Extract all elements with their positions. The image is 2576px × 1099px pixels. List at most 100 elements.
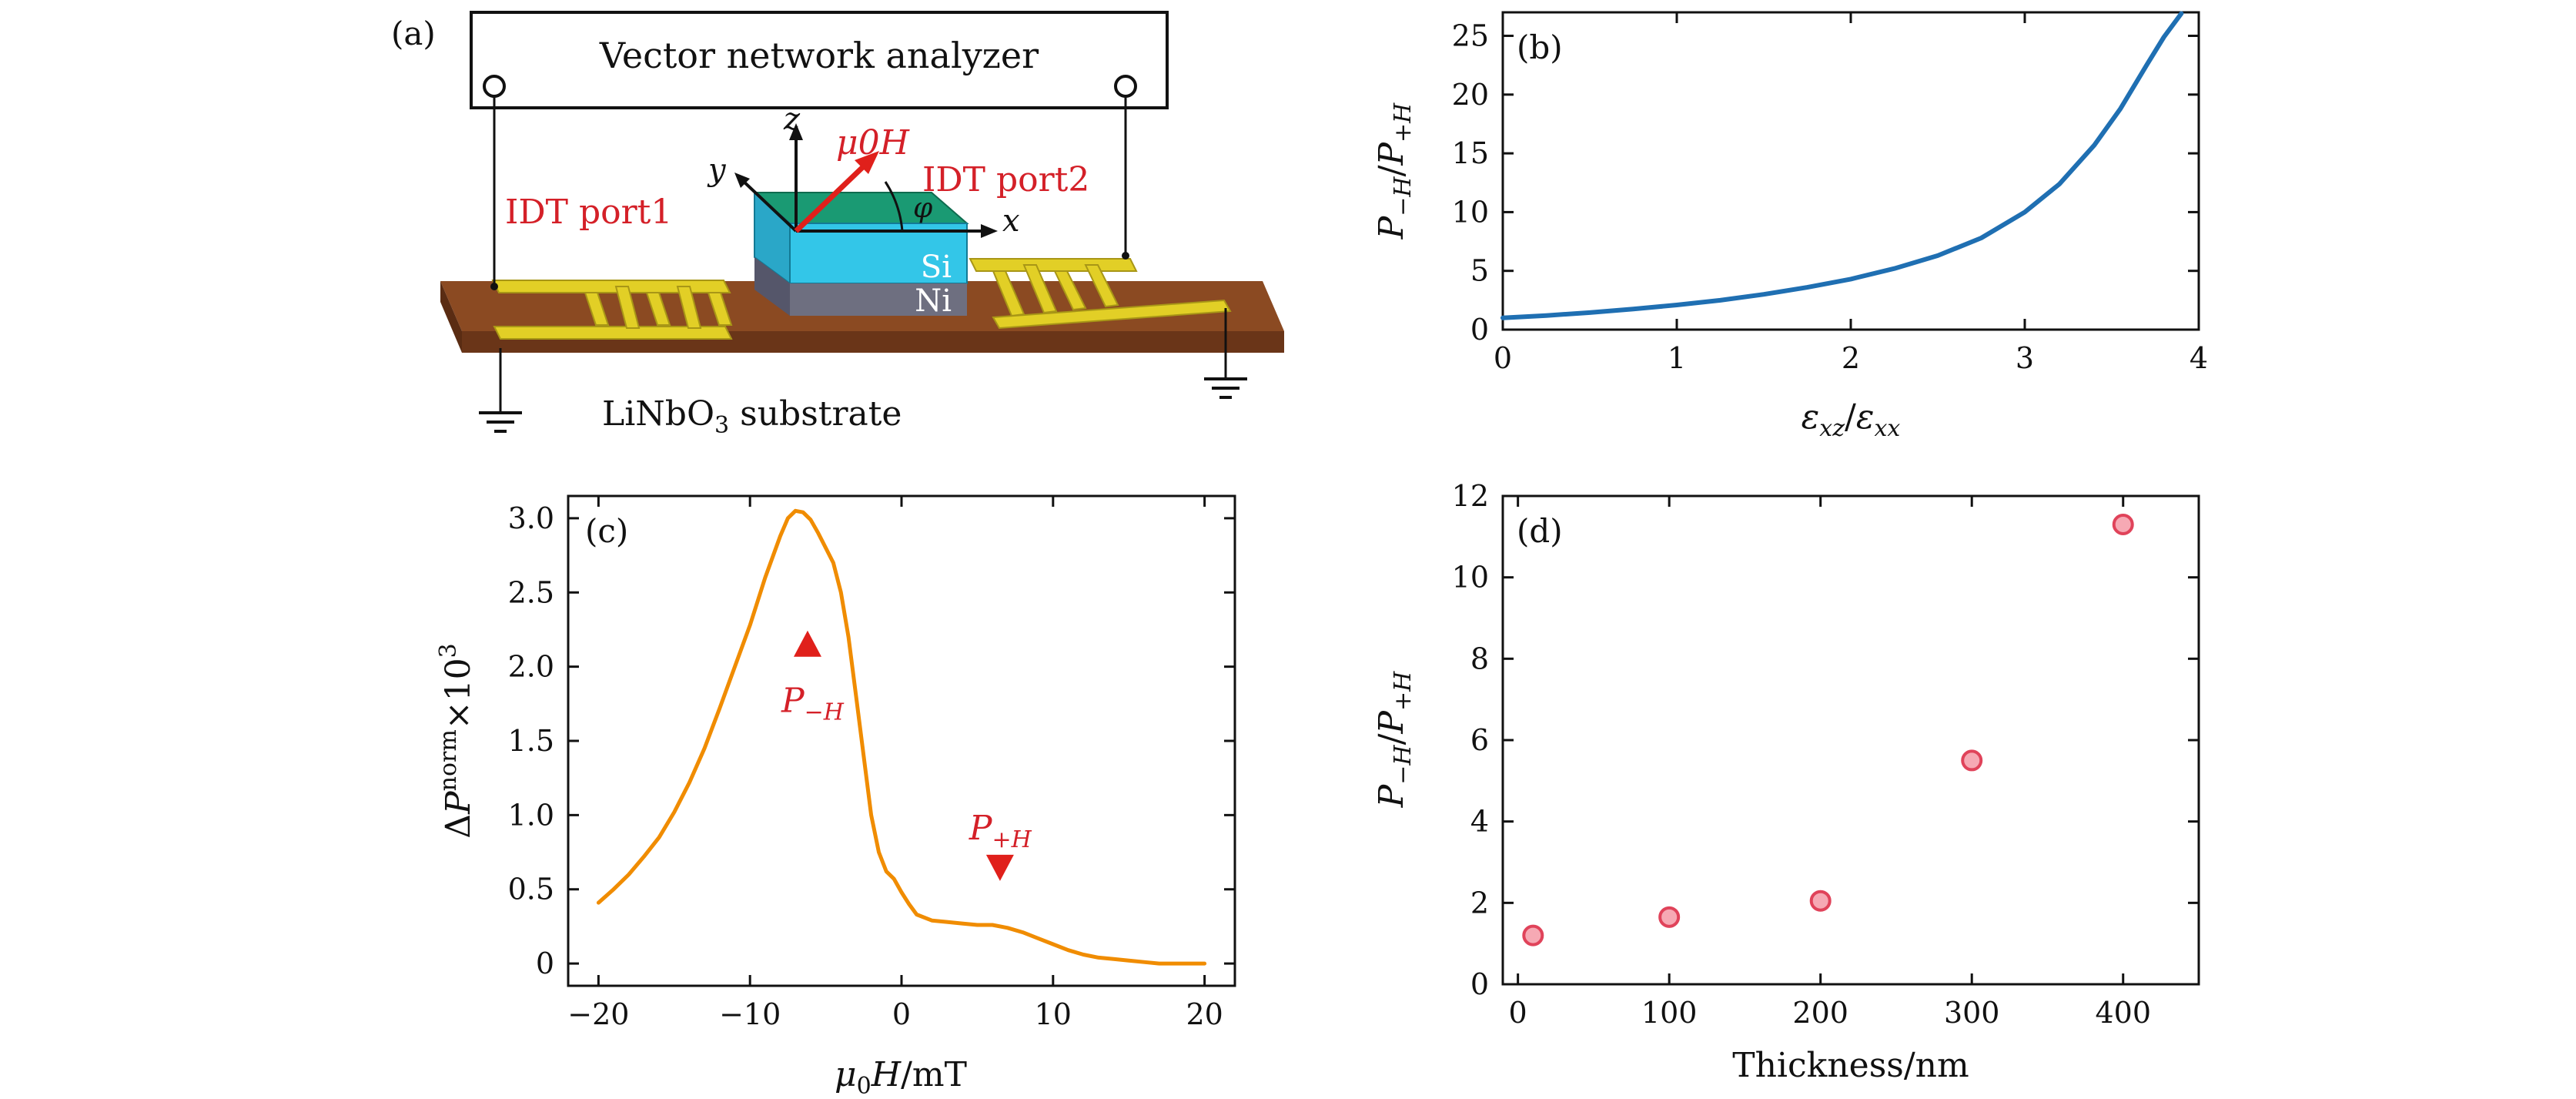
ground-right-icon	[1204, 377, 1247, 399]
panel-d-frame	[1501, 494, 2200, 986]
y-tick-label: 6	[1470, 723, 1489, 757]
panel-c-series-line	[596, 508, 1207, 966]
y-tick-label: 2.0	[508, 650, 554, 684]
panel-b-ticks: 0 1 2 3 4 0 5 10 15 20 25	[1452, 12, 2208, 375]
panel-a-label: (a)	[391, 15, 436, 52]
y-tick-label: 0.5	[508, 873, 554, 906]
wiring	[493, 96, 1227, 413]
z-arrowhead-icon	[789, 123, 803, 140]
y-tick-label: 1.0	[508, 798, 554, 832]
panel-b-ylabel-sub1: −H	[1390, 176, 1417, 216]
y-arrowhead-icon	[734, 173, 750, 188]
panel-b-xlabel-eps: ε	[1856, 397, 1875, 437]
panel-d-xlabel: Thickness/nm	[1732, 1046, 1969, 1085]
axis-y-label: y	[707, 152, 727, 188]
ni-label: Ni	[915, 283, 952, 319]
y-tick-label: 25	[1452, 19, 1489, 53]
si-label: Si	[921, 250, 952, 285]
panel-b-ylabel-p: P	[1372, 142, 1411, 166]
x-tick-label: −10	[719, 997, 781, 1031]
y-tick-label: 0	[536, 947, 554, 980]
field-arrow	[794, 159, 871, 233]
substrate-word: substrate	[729, 394, 902, 434]
scatter-point	[1522, 924, 1544, 947]
port2-label: IDT port2	[922, 160, 1089, 199]
panel-c-xlabel-unit: /mT	[901, 1055, 967, 1094]
y-tick-label: 5	[1470, 254, 1489, 288]
substrate-subscript: 3	[714, 412, 729, 439]
y-tick-label: 3.0	[508, 501, 554, 535]
port1-label: IDT port1	[505, 193, 672, 232]
panel-b-ylabel-slash: /	[1372, 165, 1411, 176]
axis-z-label: z	[783, 102, 801, 137]
analyzer-label: Vector network analyzer	[599, 35, 1039, 76]
annotation-sub: −H	[805, 699, 845, 726]
panel-d-ylabel-sub1: −H	[1390, 745, 1417, 785]
scatter-point	[1961, 749, 1983, 772]
ground-left-icon	[479, 411, 522, 433]
y-tick-label: 0	[1470, 967, 1489, 1001]
down-triangle-marker-icon	[985, 854, 1014, 881]
x-tick-label: 300	[1944, 996, 2000, 1030]
y-tick-label: 4	[1470, 805, 1489, 839]
port2-junction	[1122, 252, 1129, 260]
port1-connector-icon	[483, 75, 506, 98]
panel-c-ylabel-times: ×10	[439, 658, 478, 729]
y-tick-label: 1.5	[508, 724, 554, 758]
panel-c-label: (c)	[585, 512, 628, 550]
x-tick-label: 20	[1186, 997, 1223, 1031]
angle-arc	[884, 181, 904, 232]
annotation-sub: +H	[992, 826, 1032, 853]
panel-d-ylabel: P−H/P+H	[1372, 671, 1417, 808]
x-tick-label: 0	[1494, 341, 1512, 375]
panel-c-ticks: −20 −10 0 10 20 0 0.5 1.0 1.5 2.0 2.5 3.0	[508, 496, 1235, 1031]
x-tick-label: 200	[1792, 996, 1848, 1030]
annotation-p-plus-h: P+H	[969, 809, 1032, 853]
coordinate-axes	[739, 132, 987, 233]
x-tick-label: 2	[1842, 341, 1860, 375]
panel-d-ylabel-p: P	[1372, 710, 1411, 735]
panel-c-ylabel-exp: 3	[435, 643, 462, 658]
panel-b-series-line	[1500, 11, 2184, 320]
up-triangle-marker-icon	[793, 630, 821, 657]
panel-d-ylabel-slash: /	[1372, 733, 1411, 745]
panel-b-xlabel-sub2: xx	[1874, 415, 1900, 442]
panel-d-points	[1522, 513, 2134, 947]
ni-layer	[790, 283, 967, 316]
panel-d-ylabel-sub2: +H	[1390, 671, 1417, 711]
panel-c-ylabel: ΔPnorm×103	[435, 643, 478, 839]
panel-c-xlabel-sub: 0	[857, 1073, 871, 1099]
field-label: μ0H	[836, 123, 911, 163]
panel-a-schematic: (a) Vector network analyzer	[391, 11, 1284, 439]
scatter-point	[1809, 890, 1832, 912]
panel-b-ylabel: P−H/P+H	[1372, 102, 1417, 240]
x-tick-label: 3	[2016, 341, 2034, 375]
y-tick-label: 2	[1470, 886, 1489, 920]
substrate-label: LiNbO3 substrate	[602, 394, 902, 439]
y-tick-label: 12	[1452, 479, 1489, 513]
y-tick-label: 15	[1452, 136, 1489, 170]
y-tick-label: 10	[1452, 195, 1489, 229]
x-tick-label: 400	[2095, 996, 2151, 1030]
port1-junction	[490, 283, 498, 290]
y-tick-label: 10	[1452, 561, 1489, 595]
scatter-point	[1658, 906, 1681, 928]
panel-d-label: (d)	[1517, 512, 1563, 550]
panel-c-ylabel-sup: norm	[435, 729, 462, 791]
x-arrowhead-icon	[981, 224, 998, 238]
axis-x-label: x	[1002, 203, 1020, 239]
scatter-point	[2112, 513, 2134, 535]
panel-c-xlabel: μ0H/mT	[835, 1055, 967, 1099]
panel-b-label: (b)	[1517, 28, 1563, 66]
y-tick-label: 20	[1452, 78, 1489, 112]
x-tick-label: 0	[892, 997, 911, 1031]
panel-c-xlabel-h: H	[871, 1055, 902, 1094]
analyzer-box	[470, 11, 1169, 109]
y-tick-label: 0	[1470, 313, 1489, 347]
y-tick-label: 8	[1470, 642, 1489, 675]
y-tick-label: 2.5	[508, 575, 554, 609]
